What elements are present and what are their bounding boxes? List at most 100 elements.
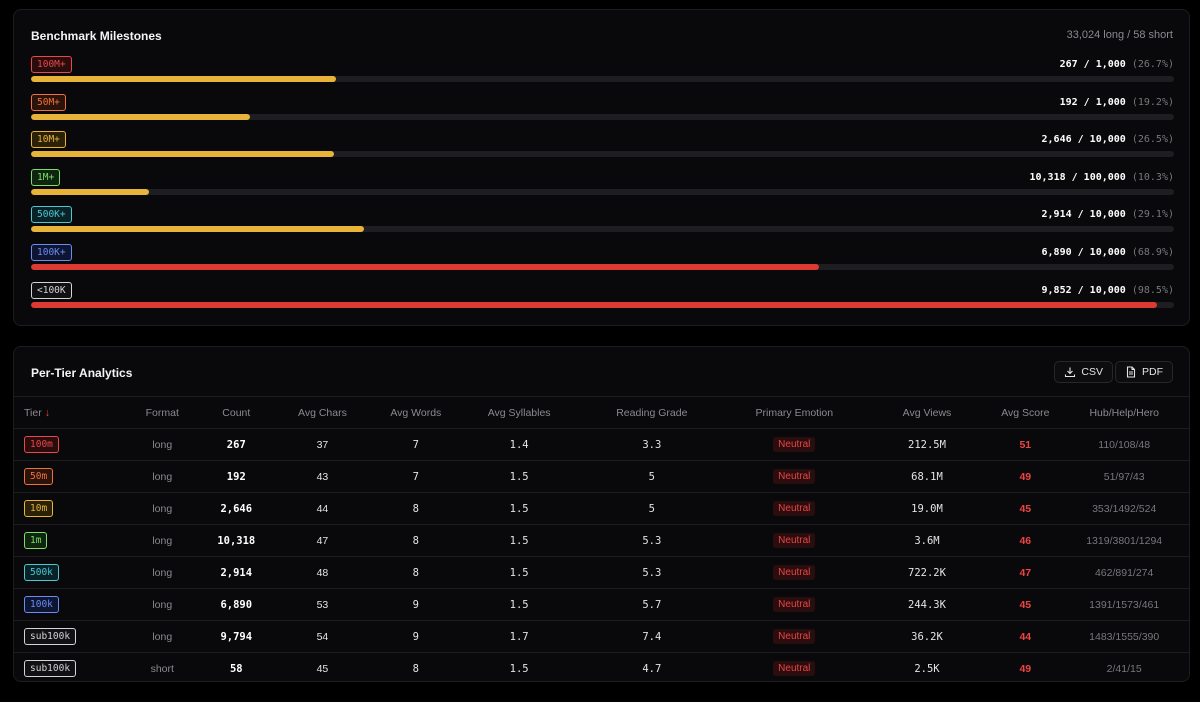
progress-fill (31, 188, 149, 195)
tier-cell: sub100k (14, 652, 128, 681)
avg-syllables-cell: 1.5 (462, 652, 576, 681)
emotion-badge: Neutral (773, 629, 816, 644)
milestone-count: 192 / 1,000 (19.2%) (1060, 97, 1174, 108)
avg-views-cell: 68.1M (860, 460, 994, 493)
export-pdf-button[interactable]: PDF (1115, 361, 1173, 383)
column-header[interactable]: Avg Chars (275, 396, 370, 429)
milestone-count-value: 267 / 1,000 (1059, 59, 1126, 70)
table-row: 500k long 2,914 48 8 1.5 5.3 Neutral 722.2K 47 462… (14, 556, 1189, 589)
tier-badge: 1M+ (31, 168, 61, 186)
per-tier-analytics-card: Per-Tier Analytics CSV PDF Tier ↓ Format Co… (13, 346, 1190, 682)
reading-grade-cell: 4.7 (575, 652, 728, 681)
table-header-row: Tier ↓ Format Count Avg Chars Avg Words Avg Sy… (14, 396, 1189, 429)
emotion-cell: Neutral (727, 492, 861, 525)
table-row: sub100k short 58 45 8 1.5 4.7 Neutral 2.5K 49 2/41… (14, 652, 1189, 681)
tier-cell: 50m (14, 460, 128, 493)
avg-words-cell: 8 (369, 556, 463, 589)
progress-fill (31, 226, 364, 233)
tier-badge: 100k (24, 596, 59, 613)
reading-grade-cell: 5 (575, 460, 728, 493)
avg-score-cell: 49 (993, 460, 1058, 493)
avg-score-cell: 44 (993, 620, 1058, 653)
milestone-percent: (19.2%) (1131, 96, 1174, 108)
milestone-percent: (29.1%) (1131, 209, 1174, 221)
tier-cell: 100m (14, 428, 128, 461)
avg-chars-cell: 45 (275, 652, 370, 681)
count-cell: 10,318 (196, 524, 276, 557)
emotion-cell: Neutral (727, 460, 861, 493)
table-row: 10m long 2,646 44 8 1.5 5 Neutral 19.0M 45 353/149… (14, 492, 1189, 525)
column-header[interactable]: Hub/Help/Hero (1057, 396, 1189, 429)
avg-words-cell: 8 (369, 652, 463, 681)
milestone-row: 50M+ 192 / 1,000 (19.2%) (31, 93, 1174, 128)
reading-grade-cell: 5 (575, 492, 728, 525)
milestone-row: 10M+ 2,646 / 10,000 (26.5%) (31, 131, 1174, 165)
avg-views-cell: 3.6M (860, 524, 994, 557)
column-header[interactable]: Reading Grade (575, 396, 728, 429)
column-header[interactable]: Format (127, 396, 197, 429)
column-header-label: Tier (24, 406, 42, 419)
avg-chars-cell: 53 (275, 588, 370, 621)
column-header[interactable]: Avg Syllables (462, 396, 576, 429)
avg-chars-cell: 54 (275, 620, 370, 653)
milestone-row: <100K 9,852 / 10,000 (98.5%) (31, 281, 1174, 316)
progress-fill (31, 113, 251, 120)
format-cell: long (127, 428, 197, 461)
column-header[interactable]: Avg Score (993, 396, 1058, 429)
reading-grade-cell: 7.4 (575, 620, 728, 653)
tier-badge: 100K+ (31, 244, 72, 261)
format-cell: long (127, 524, 197, 557)
milestone-count-value: 9,852 / 10,000 (1041, 284, 1126, 296)
emotion-badge: Neutral (773, 533, 816, 548)
avg-score-cell: 49 (993, 652, 1058, 681)
export-csv-button[interactable]: CSV (1054, 361, 1113, 383)
milestone-row: 100M+ 267 / 1,000 (26.7%) (31, 56, 1174, 90)
milestone-count: 2,914 / 10,000 (29.1%) (1042, 209, 1174, 220)
count-cell: 6,890 (196, 588, 276, 621)
emotion-badge: Neutral (773, 565, 816, 580)
progress-track (31, 226, 1174, 233)
table-row: sub100k long 9,794 54 9 1.7 7.4 Neutral 36.2K 44 1… (14, 620, 1189, 653)
milestone-count-value: 2,914 / 10,000 (1041, 209, 1126, 221)
avg-syllables-cell: 1.4 (462, 428, 576, 461)
milestone-percent: (68.9%) (1131, 247, 1174, 258)
milestone-count: 267 / 1,000 (26.7%) (1060, 59, 1174, 70)
progress-fill (31, 301, 1157, 308)
format-cell: long (127, 556, 197, 589)
tier-badge: 500k (24, 564, 59, 581)
milestones-title: Benchmark Milestones (31, 29, 162, 43)
milestone-row: 100K+ 6,890 / 10,000 (68.9%) (31, 244, 1174, 278)
avg-syllables-cell: 1.5 (462, 524, 576, 557)
table-row: 100k long 6,890 53 9 1.5 5.7 Neutral 244.3K 45 139… (14, 588, 1189, 621)
column-header[interactable]: Avg Words (369, 396, 463, 429)
analytics-table: Tier ↓ Format Count Avg Chars Avg Words Avg Sy… (14, 396, 1189, 681)
tier-cell: 1m (14, 524, 128, 557)
download-icon (1065, 367, 1076, 378)
tier-badge: 100m (24, 436, 59, 453)
column-header[interactable]: Avg Views (860, 396, 994, 429)
table-row: 100m long 267 37 7 1.4 3.3 Neutral 212.5M 51 110/1… (14, 428, 1189, 461)
tier-badge: 50m (24, 468, 54, 485)
column-header[interactable]: Tier ↓ (14, 396, 128, 429)
table-body: 100m long 267 37 7 1.4 3.3 Neutral 212.5M 51 110/1… (14, 428, 1189, 681)
progress-track (31, 188, 1174, 195)
hub-help-hero-cell: 110/108/48 (1057, 428, 1189, 461)
avg-score-cell: 47 (993, 556, 1058, 589)
emotion-cell: Neutral (727, 588, 861, 621)
hub-help-hero-cell: 2/41/15 (1057, 652, 1189, 681)
avg-words-cell: 8 (369, 524, 463, 557)
table-row: 1m long 10,318 47 8 1.5 5.3 Neutral 3.6M 46 1319/3… (14, 524, 1189, 557)
avg-views-cell: 212.5M (860, 428, 994, 461)
reading-grade-cell: 5.3 (575, 556, 728, 589)
pdf-label: PDF (1142, 366, 1163, 378)
avg-score-cell: 45 (993, 492, 1058, 525)
avg-words-cell: 7 (369, 428, 463, 461)
milestone-count: 9,852 / 10,000 (98.5%) (1042, 285, 1174, 296)
milestone-percent: (10.3%) (1131, 171, 1174, 183)
progress-track (31, 264, 1174, 270)
column-header[interactable]: Count (196, 396, 276, 429)
column-header[interactable]: Primary Emotion (727, 396, 861, 429)
tier-badge: 1m (24, 532, 48, 549)
milestones-summary: 33,024 long / 58 short (1066, 29, 1173, 41)
emotion-badge: Neutral (773, 661, 816, 676)
